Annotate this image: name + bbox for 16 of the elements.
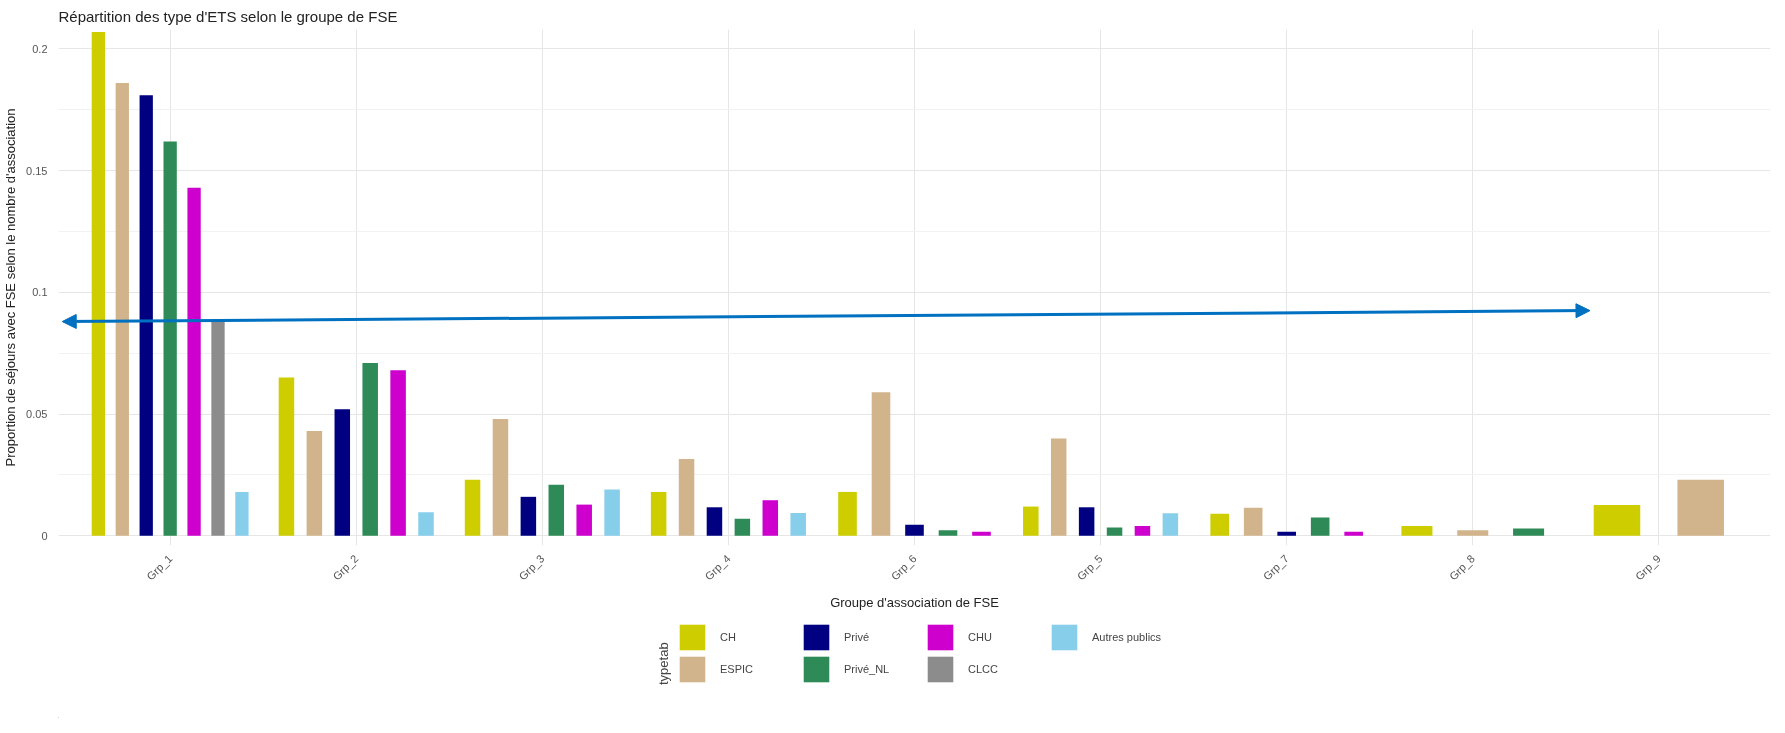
- y-axis-title: Proportion de séjours avec FSE selon le nombre d'association: [3, 108, 19, 467]
- chart-title: Répartition des type d'ETS selon le groupe de FSE: [58, 7, 398, 25]
- y-tick-label: 0.15: [26, 164, 48, 177]
- y-tick-label: 0.2: [32, 42, 48, 55]
- legend-title: typetab: [656, 641, 671, 685]
- y-tick-label: 0.1: [32, 286, 48, 299]
- legend-label: Privé: [844, 631, 871, 643]
- legend-label: Autres publics: [1092, 631, 1163, 643]
- x-axis-title: Groupe d'association de FSE: [830, 594, 1000, 610]
- legend-label: ESPIC: [720, 663, 754, 675]
- legend-label: CH: [720, 631, 737, 643]
- legend-label: Privé_NL: [844, 663, 891, 675]
- y-tick-label: 0: [41, 529, 48, 542]
- y-tick-label: 0.05: [26, 408, 48, 421]
- legend-label: CHU: [968, 631, 993, 643]
- legend-label: CLCC: [968, 663, 999, 675]
